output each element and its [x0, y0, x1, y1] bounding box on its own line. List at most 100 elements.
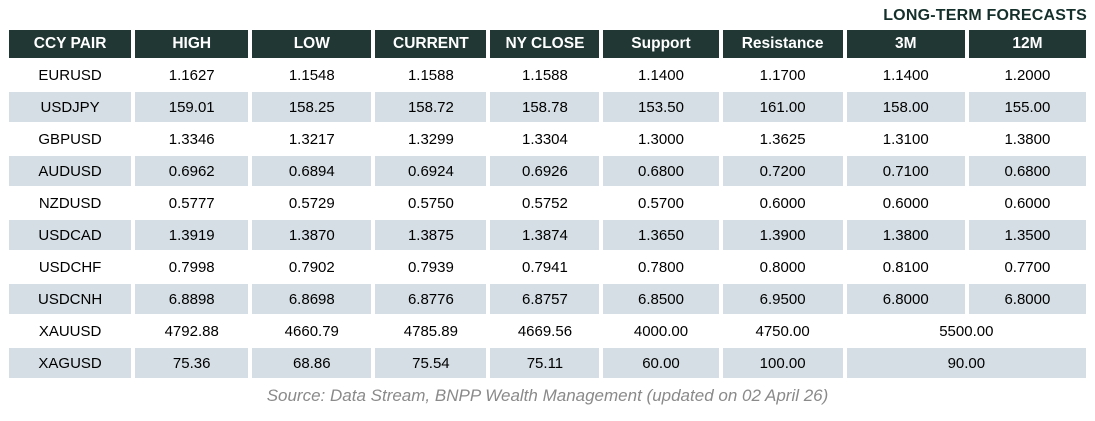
cell-high: 159.01	[135, 92, 249, 122]
cell-resistance: 1.3900	[722, 220, 843, 250]
table-row-usdcad: USDCAD 1.3919 1.3870 1.3875 1.3874 1.365…	[9, 220, 1086, 250]
cell-low: 0.5729	[252, 188, 372, 218]
cell-ny-close: 0.7941	[490, 252, 600, 282]
cell-ny-close: 6.8757	[490, 284, 600, 314]
col-header-current: CURRENT	[375, 30, 487, 58]
cell-support: 6.8500	[603, 284, 719, 314]
cell-12m: 1.2000	[968, 60, 1086, 90]
cell-ny-close: 158.78	[490, 92, 600, 122]
cell-forecast-merged: 5500.00	[846, 316, 1086, 346]
cell-ny-close: 1.1588	[490, 60, 600, 90]
col-header-12m: 12M	[968, 30, 1086, 58]
col-header-ccy-pair: CCY PAIR	[9, 30, 132, 58]
cell-ny-close: 75.11	[490, 348, 600, 378]
fx-forecast-table: CCY PAIR HIGH LOW CURRENT NY CLOSE Suppo…	[5, 28, 1090, 380]
cell-support: 1.3650	[603, 220, 719, 250]
cell-resistance: 1.1700	[722, 60, 843, 90]
table-row-usdcnh: USDCNH 6.8898 6.8698 6.8776 6.8757 6.850…	[9, 284, 1086, 314]
cell-current: 158.72	[375, 92, 487, 122]
col-header-support: Support	[603, 30, 719, 58]
cell-high: 0.5777	[135, 188, 249, 218]
cell-resistance: 1.3625	[722, 124, 843, 154]
cell-3m: 0.7100	[846, 156, 965, 186]
cell-pair: XAUUSD	[9, 316, 132, 346]
cell-ny-close: 0.5752	[490, 188, 600, 218]
cell-pair: USDCAD	[9, 220, 132, 250]
cell-support: 1.3000	[603, 124, 719, 154]
cell-pair: USDCHF	[9, 252, 132, 282]
cell-low: 158.25	[252, 92, 372, 122]
cell-3m: 0.8100	[846, 252, 965, 282]
cell-12m: 0.6800	[968, 156, 1086, 186]
cell-ny-close: 0.6926	[490, 156, 600, 186]
cell-pair: NZDUSD	[9, 188, 132, 218]
cell-12m: 1.3800	[968, 124, 1086, 154]
cell-pair: XAGUSD	[9, 348, 132, 378]
cell-pair: USDJPY	[9, 92, 132, 122]
cell-high: 4792.88	[135, 316, 249, 346]
cell-current: 1.3875	[375, 220, 487, 250]
cell-pair: GBPUSD	[9, 124, 132, 154]
cell-support: 153.50	[603, 92, 719, 122]
cell-12m: 6.8000	[968, 284, 1086, 314]
cell-3m: 6.8000	[846, 284, 965, 314]
cell-support: 0.5700	[603, 188, 719, 218]
table-row-eurusd: EURUSD 1.1627 1.1548 1.1588 1.1588 1.140…	[9, 60, 1086, 90]
cell-resistance: 161.00	[722, 92, 843, 122]
cell-support: 0.7800	[603, 252, 719, 282]
table-row-usdjpy: USDJPY 159.01 158.25 158.72 158.78 153.5…	[9, 92, 1086, 122]
table-row-audusd: AUDUSD 0.6962 0.6894 0.6924 0.6926 0.680…	[9, 156, 1086, 186]
cell-pair: USDCNH	[9, 284, 132, 314]
cell-current: 75.54	[375, 348, 487, 378]
table-row-nzdusd: NZDUSD 0.5777 0.5729 0.5750 0.5752 0.570…	[9, 188, 1086, 218]
cell-3m: 0.6000	[846, 188, 965, 218]
cell-low: 0.7902	[252, 252, 372, 282]
cell-high: 1.1627	[135, 60, 249, 90]
cell-support: 0.6800	[603, 156, 719, 186]
table-row-usdchf: USDCHF 0.7998 0.7902 0.7939 0.7941 0.780…	[9, 252, 1086, 282]
cell-resistance: 0.7200	[722, 156, 843, 186]
cell-3m: 1.3800	[846, 220, 965, 250]
cell-12m: 1.3500	[968, 220, 1086, 250]
cell-resistance: 4750.00	[722, 316, 843, 346]
cell-high: 1.3919	[135, 220, 249, 250]
cell-ny-close: 1.3874	[490, 220, 600, 250]
cell-3m: 1.3100	[846, 124, 965, 154]
cell-low: 1.1548	[252, 60, 372, 90]
cell-low: 6.8698	[252, 284, 372, 314]
cell-12m: 155.00	[968, 92, 1086, 122]
source-note: Source: Data Stream, BNPP Wealth Managem…	[266, 386, 829, 405]
cell-resistance: 6.9500	[722, 284, 843, 314]
col-header-resistance: Resistance	[722, 30, 843, 58]
cell-current: 1.3299	[375, 124, 487, 154]
col-header-3m: 3M	[846, 30, 965, 58]
col-header-low: LOW	[252, 30, 372, 58]
table-row-xauusd: XAUUSD 4792.88 4660.79 4785.89 4669.56 4…	[9, 316, 1086, 346]
cell-ny-close: 4669.56	[490, 316, 600, 346]
cell-pair: EURUSD	[9, 60, 132, 90]
cell-support: 4000.00	[603, 316, 719, 346]
cell-current: 0.5750	[375, 188, 487, 218]
cell-low: 1.3870	[252, 220, 372, 250]
table-row-xagusd: XAGUSD 75.36 68.86 75.54 75.11 60.00 100…	[9, 348, 1086, 378]
cell-12m: 0.7700	[968, 252, 1086, 282]
cell-resistance: 0.8000	[722, 252, 843, 282]
cell-low: 68.86	[252, 348, 372, 378]
cell-ny-close: 1.3304	[490, 124, 600, 154]
cell-current: 4785.89	[375, 316, 487, 346]
cell-12m: 0.6000	[968, 188, 1086, 218]
long-term-forecasts-label: LONG-TERM FORECASTS	[883, 7, 1087, 24]
cell-current: 6.8776	[375, 284, 487, 314]
cell-resistance: 100.00	[722, 348, 843, 378]
table-header-row: CCY PAIR HIGH LOW CURRENT NY CLOSE Suppo…	[9, 30, 1086, 58]
cell-pair: AUDUSD	[9, 156, 132, 186]
col-header-ny-close: NY CLOSE	[490, 30, 600, 58]
fx-forecast-section: LONG-TERM FORECASTS CCY PAIR HIGH LOW CU…	[5, 7, 1090, 405]
cell-high: 0.6962	[135, 156, 249, 186]
cell-current: 0.6924	[375, 156, 487, 186]
cell-low: 1.3217	[252, 124, 372, 154]
cell-current: 0.7939	[375, 252, 487, 282]
cell-high: 0.7998	[135, 252, 249, 282]
cell-resistance: 0.6000	[722, 188, 843, 218]
cell-3m: 1.1400	[846, 60, 965, 90]
